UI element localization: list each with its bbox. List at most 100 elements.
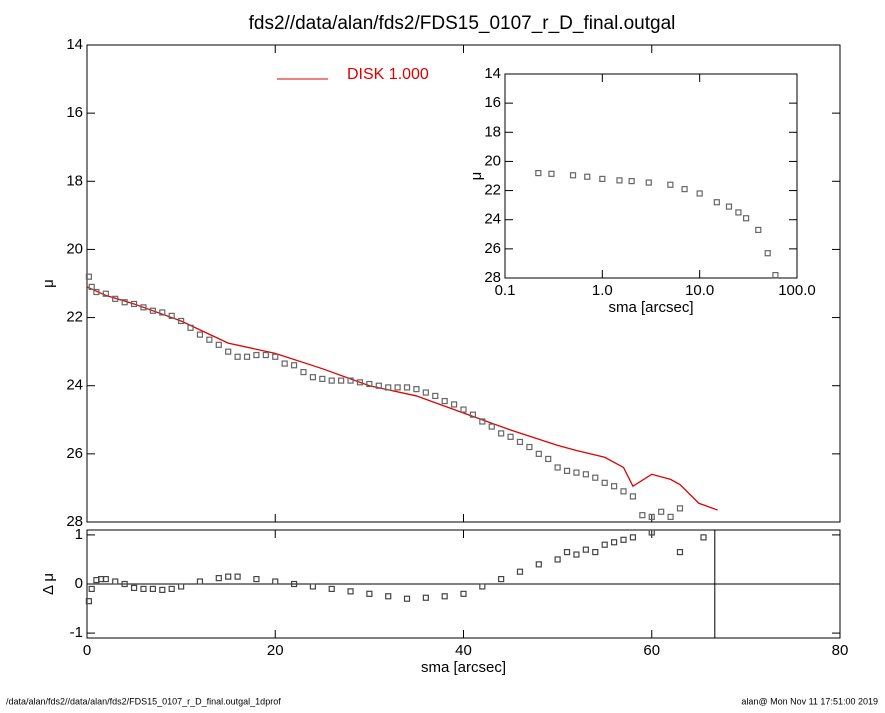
y-tick-label: 18	[484, 123, 501, 140]
y-tick-label: 14	[484, 65, 501, 82]
data-point	[347, 588, 354, 595]
data-point	[584, 173, 591, 180]
data-point	[569, 172, 577, 179]
data-point	[629, 534, 637, 541]
data-point	[328, 585, 335, 593]
data-point	[460, 406, 467, 413]
y-tick-label: 0	[75, 575, 83, 592]
data-point	[413, 386, 420, 393]
data-point	[628, 178, 635, 185]
data-point	[140, 304, 147, 311]
x-tick-label: 0.1	[495, 282, 516, 299]
data-point	[582, 546, 589, 553]
data-point	[620, 488, 627, 495]
data-point	[130, 300, 138, 308]
y-axis-label: μ	[468, 172, 485, 181]
data-point	[403, 595, 411, 602]
data-point	[290, 362, 298, 369]
data-point	[545, 455, 552, 463]
data-point	[187, 324, 194, 331]
data-point	[450, 401, 458, 408]
data-point	[206, 336, 213, 343]
y-tick-label: 24	[484, 211, 501, 228]
data-point	[554, 464, 561, 471]
data-point	[469, 411, 477, 418]
data-point	[253, 575, 260, 583]
data-point	[356, 379, 364, 386]
data-point	[639, 512, 646, 519]
data-point	[375, 382, 382, 389]
data-point	[516, 568, 524, 575]
data-point	[592, 548, 599, 556]
x-tick-label: 40	[455, 642, 472, 659]
y-tick-label: 22	[484, 182, 501, 199]
data-point	[385, 593, 392, 600]
y-tick-label: 1	[75, 526, 83, 543]
data-point	[88, 283, 95, 291]
data-point	[441, 397, 448, 405]
x-tick-label: 20	[267, 642, 284, 659]
data-point	[422, 594, 429, 601]
data-point	[700, 534, 707, 541]
y-tick-label: 22	[66, 309, 83, 326]
data-point	[178, 317, 185, 325]
x-tick-label: 80	[832, 642, 849, 659]
data-point	[130, 584, 138, 592]
data-point	[667, 181, 674, 188]
data-point	[159, 586, 166, 593]
data-point	[234, 353, 241, 360]
data-point	[309, 374, 316, 381]
data-point	[225, 573, 232, 580]
data-point	[535, 169, 542, 177]
data-point	[696, 190, 703, 197]
data-point	[272, 578, 279, 585]
data-point	[366, 590, 373, 597]
data-point	[290, 580, 298, 588]
y-tick-label: 20	[66, 240, 83, 257]
data-point	[121, 299, 128, 306]
data-point	[93, 288, 100, 296]
y-tick-label: 18	[66, 172, 83, 189]
y-tick-label: 24	[66, 377, 83, 394]
model-line	[86, 286, 718, 511]
data-point	[629, 493, 637, 500]
data-point	[338, 377, 345, 384]
data-point	[573, 551, 580, 558]
data-point	[601, 541, 608, 548]
data-point	[140, 585, 147, 593]
data-point	[592, 474, 599, 481]
x-tick-label: 10.0	[685, 282, 714, 299]
data-point	[498, 575, 505, 583]
data-point	[460, 590, 467, 597]
data-point	[149, 307, 156, 314]
data-point	[772, 271, 779, 279]
data-point	[253, 351, 260, 359]
data-point	[743, 215, 750, 222]
x-axis-label: sma [arcsec]	[421, 659, 506, 676]
data-point	[272, 353, 279, 360]
data-point	[648, 529, 655, 536]
footer-left: /data/alan/fds2//data/alan/fds2/FDS15_01…	[6, 696, 281, 706]
data-point	[755, 226, 762, 234]
data-point	[112, 578, 119, 585]
data-point	[526, 443, 533, 451]
data-point	[582, 471, 589, 478]
y-tick-label: 28	[66, 513, 83, 530]
data-point	[599, 175, 606, 183]
data-point	[178, 583, 185, 590]
x-tick-label: 0	[83, 642, 91, 659]
data-point	[121, 580, 128, 588]
data-point	[168, 312, 175, 319]
y-tick-label: 28	[484, 269, 501, 286]
data-point	[441, 593, 448, 600]
data-point	[601, 479, 608, 486]
data-point	[149, 585, 156, 593]
data-point	[713, 199, 720, 206]
data-point	[300, 368, 307, 376]
data-point	[102, 290, 109, 297]
data-point	[347, 377, 354, 384]
data-point	[563, 548, 571, 556]
data-point	[676, 505, 684, 512]
data-point	[610, 483, 618, 490]
